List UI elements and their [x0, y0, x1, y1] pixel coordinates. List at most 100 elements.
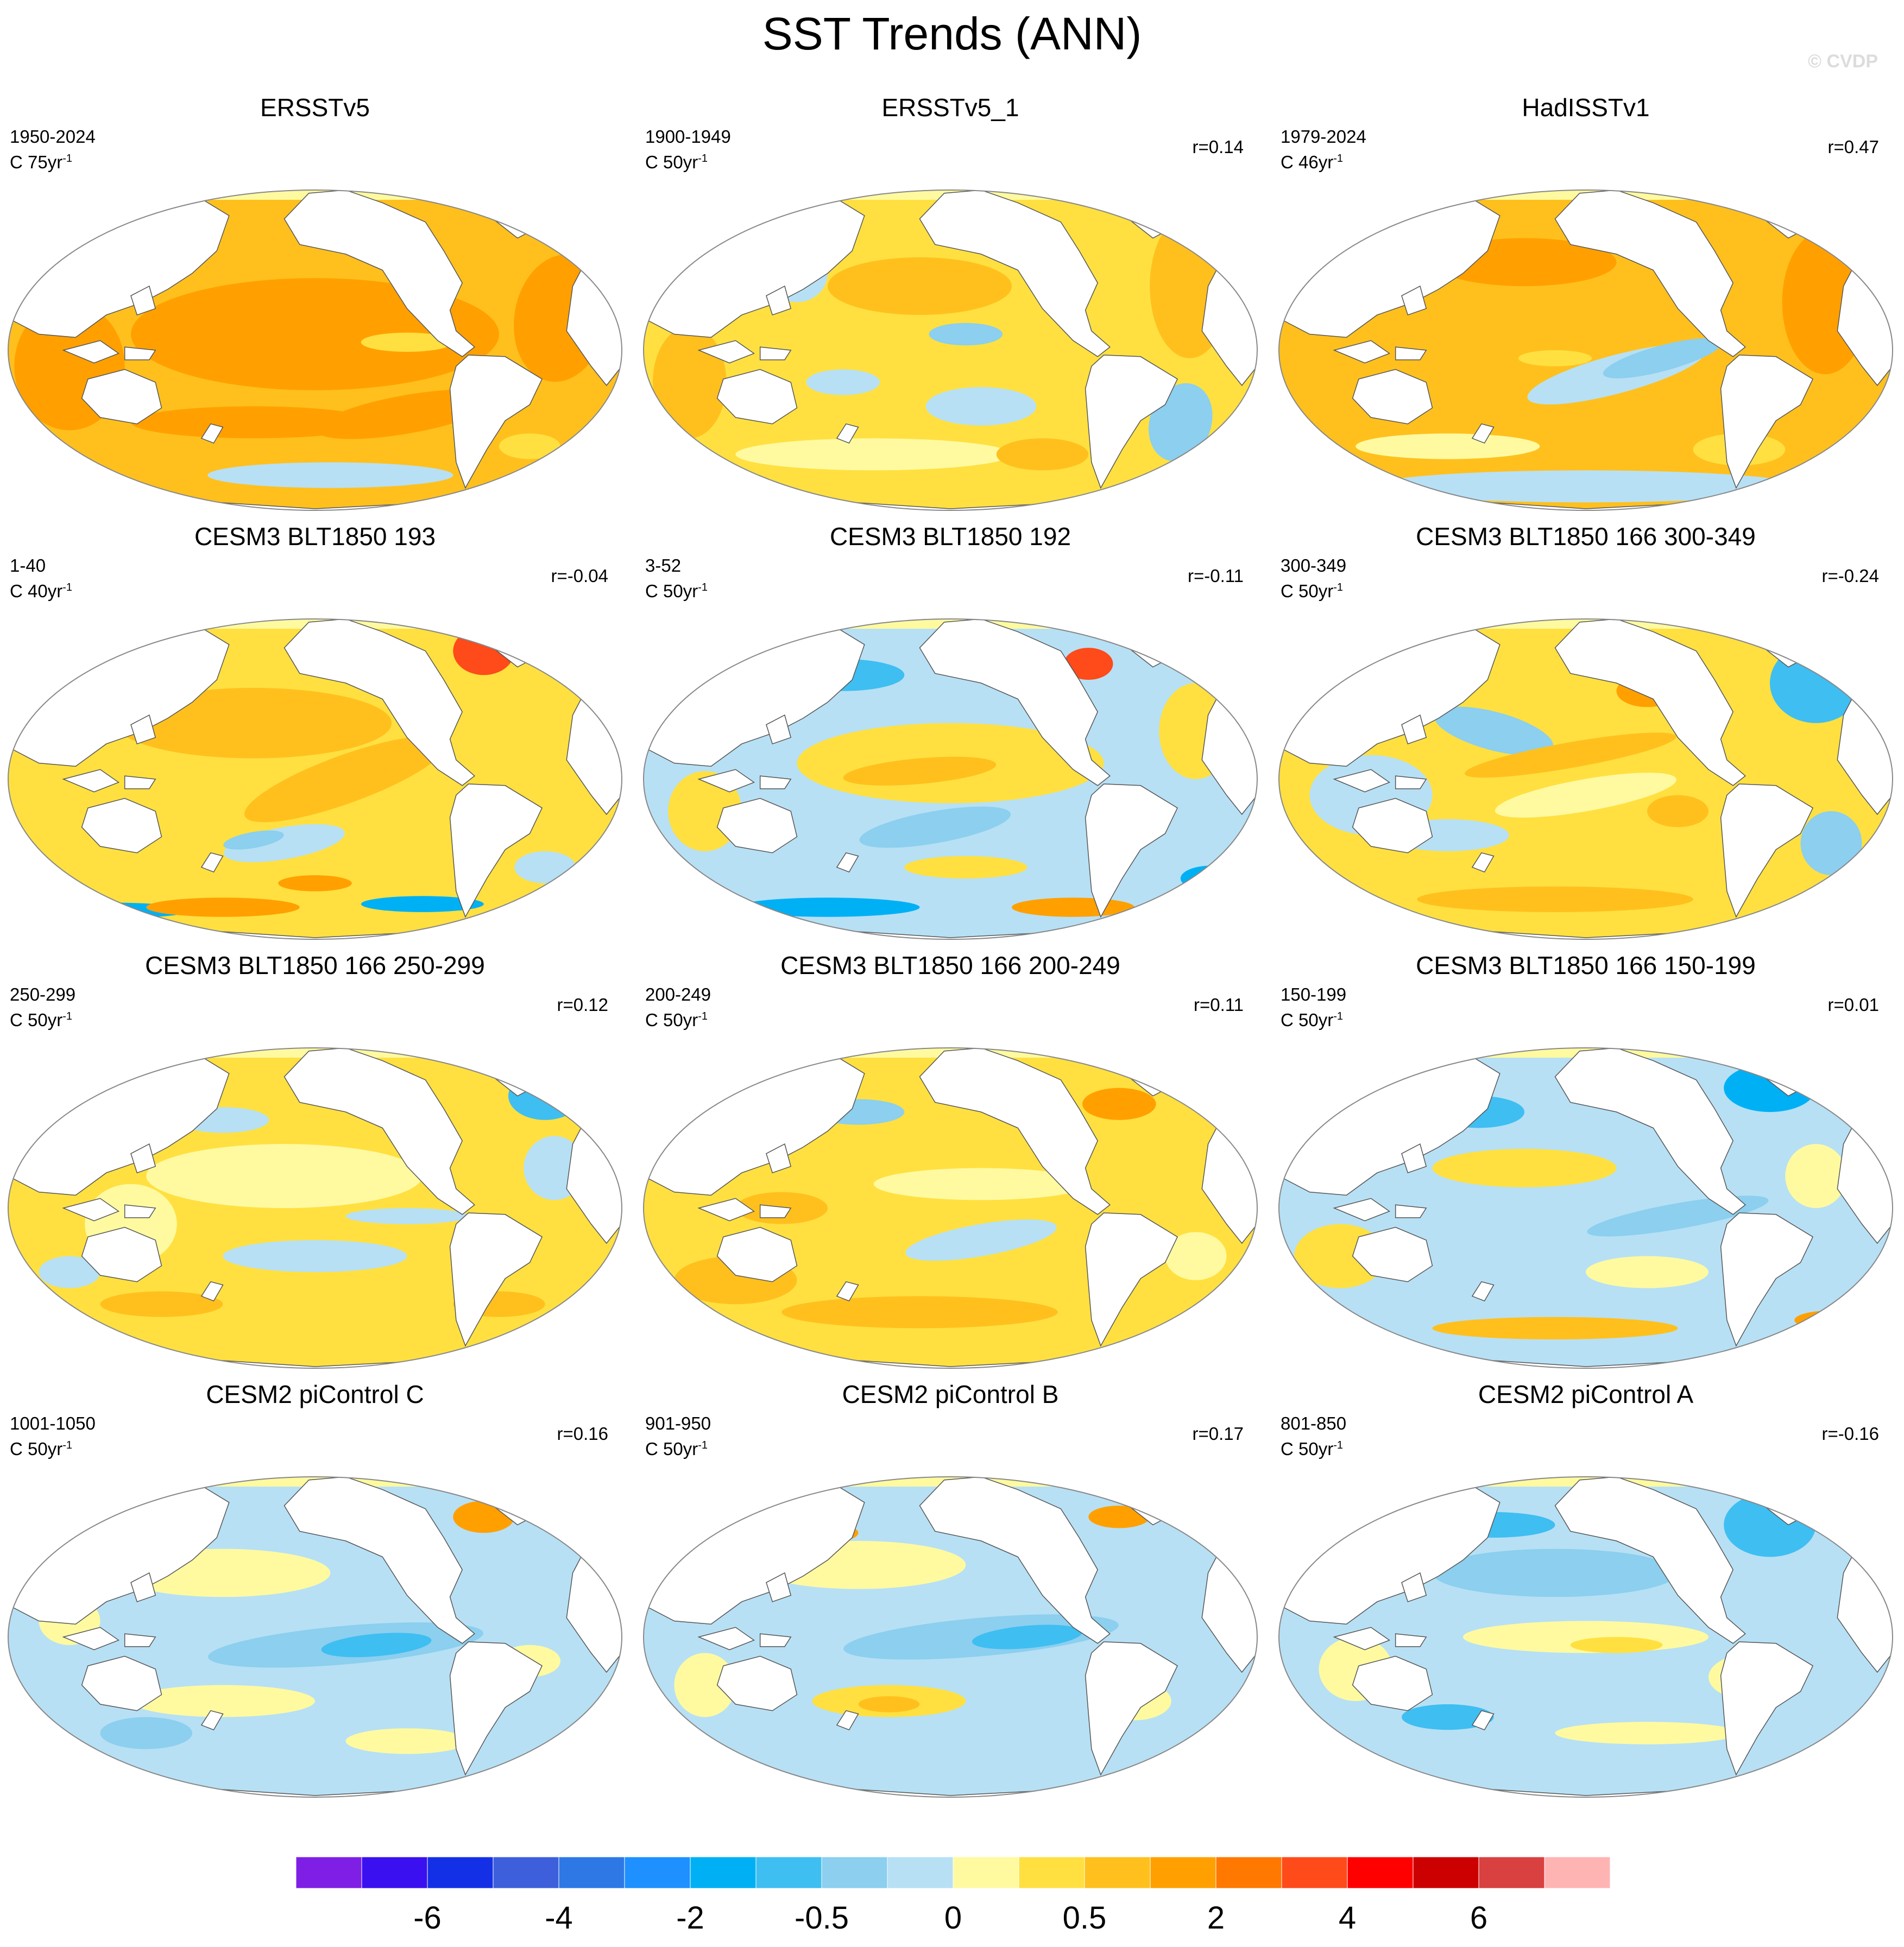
- trend-anomaly-region: [653, 326, 727, 439]
- trend-anomaly-region: [224, 824, 345, 863]
- map-panel: ERSSTv5_1 1900-1949 C 50yr-1 r=0.14: [635, 92, 1265, 516]
- units-exponent: -1: [698, 1439, 708, 1451]
- colorbar-label: 2: [1207, 1900, 1225, 1936]
- pattern-correlation: r=0.47: [1827, 137, 1880, 157]
- panel-period: 3-52: [645, 555, 682, 576]
- land-mask: [836, 1281, 859, 1302]
- land-mask: [1085, 783, 1178, 918]
- land-mask: [1085, 1641, 1178, 1776]
- land-mask: [1471, 423, 1495, 444]
- land-mask: [759, 1633, 792, 1647]
- land-mask: [130, 714, 156, 745]
- trend-anomaly-region: [1432, 1148, 1617, 1187]
- trend-anomaly-region: [1518, 350, 1592, 366]
- panel-title: CESM3 BLT1850 166 250-299: [145, 951, 485, 979]
- units-exponent: -1: [1333, 1439, 1343, 1451]
- trend-anomaly-region: [905, 1219, 1057, 1261]
- trend-anomaly-region: [1088, 1506, 1150, 1528]
- map-boundary: [8, 1476, 622, 1798]
- land-mask: [697, 340, 755, 364]
- pattern-correlation: r=-0.11: [1187, 566, 1244, 586]
- land-mask: [449, 783, 543, 918]
- land-mask: [1471, 1710, 1495, 1731]
- trend-anomaly-region: [361, 896, 484, 912]
- trend-anomaly-region: [207, 462, 453, 488]
- units-base: C 50yr: [645, 1010, 698, 1030]
- panel-title: CESM3 BLT1850 193: [194, 522, 436, 551]
- trend-anomaly-region: [1180, 865, 1242, 892]
- land-mask: [200, 852, 224, 873]
- panel-period: 200-249: [645, 984, 711, 1004]
- units-base: C 50yr: [1281, 581, 1334, 601]
- land-mask: [716, 1655, 798, 1711]
- trend-anomaly-region: [1724, 1064, 1816, 1112]
- land-mask: [1401, 1572, 1427, 1603]
- trend-anomaly-region: [806, 369, 880, 395]
- panel-period: 801-850: [1281, 1413, 1347, 1433]
- trend-anomaly-region: [39, 1256, 100, 1288]
- panel-title: ERSSTv5_1: [881, 93, 1019, 122]
- land-mask: [836, 852, 859, 873]
- map-boundary: [1278, 1476, 1893, 1798]
- trend-anomaly-region: [223, 1240, 407, 1272]
- land-mask: [1471, 852, 1495, 873]
- trend-anomaly-region: [1586, 1256, 1708, 1288]
- map-panel: CESM3 BLT1850 166 300-349 300-349 C 50yr-1…: [1271, 521, 1901, 945]
- land-mask: [200, 1710, 224, 1731]
- units-base: C 50yr: [645, 1439, 698, 1459]
- land-mask: [766, 285, 792, 316]
- land-mask: [697, 769, 755, 793]
- trend-anomaly-region: [1785, 1144, 1847, 1208]
- land-mask: [124, 1633, 156, 1647]
- trend-anomaly-region: [514, 851, 576, 883]
- units-base: C 40yr: [10, 581, 63, 601]
- pattern-correlation: r=0.11: [1193, 995, 1244, 1015]
- land-mask: [1554, 1477, 1746, 1644]
- trend-anomaly-region: [278, 875, 352, 892]
- map-boundary: [1278, 618, 1893, 940]
- land-mask: [759, 1204, 792, 1218]
- land-mask: [200, 1281, 224, 1302]
- land-mask: [1352, 1227, 1433, 1282]
- pattern-correlation: r=0.16: [557, 1424, 609, 1444]
- colorbar-swatch: [558, 1857, 625, 1889]
- land-mask: [1352, 798, 1433, 854]
- map-panel: CESM3 BLT1850 193 1-40 C 40yr-1 r=-0.04: [0, 521, 630, 945]
- trend-anomaly-region: [1647, 795, 1708, 827]
- map-boundary: [643, 1047, 1258, 1369]
- land-mask: [283, 190, 475, 357]
- trend-anomaly-region: [972, 1624, 1082, 1649]
- land-mask: [759, 775, 792, 789]
- map-boundary: [8, 618, 622, 940]
- land-mask: [919, 190, 1111, 357]
- panel-units: C 50yr-1: [1281, 577, 1343, 602]
- panel-units: C 50yr-1: [645, 577, 708, 602]
- map-panel: HadISSTv1 1979-2024 C 46yr-1 r=0.47: [1271, 92, 1901, 516]
- map-boundary: [1278, 189, 1893, 511]
- units-exponent: -1: [1333, 581, 1343, 593]
- sst-trend-map: [8, 618, 622, 940]
- land-mask: [1333, 340, 1390, 364]
- panel-title: CESM2 piControl A: [1478, 1380, 1694, 1408]
- cvdp-watermark: © CVDP: [1808, 51, 1878, 72]
- panel-title: CESM2 piControl B: [842, 1380, 1059, 1408]
- panel-title: CESM3 BLT1850 166 300-349: [1416, 522, 1756, 551]
- land-mask: [1352, 1655, 1433, 1711]
- sst-trend-map: [8, 1476, 622, 1798]
- units-base: C 50yr: [645, 581, 698, 601]
- land-mask: [449, 355, 543, 489]
- trend-anomaly-region: [1064, 648, 1113, 680]
- units-exponent: -1: [698, 153, 708, 165]
- trend-anomaly-region: [321, 1633, 432, 1658]
- trend-anomaly-region: [146, 897, 300, 917]
- trend-anomaly-region: [925, 387, 1037, 426]
- trend-anomaly-region: [131, 1685, 315, 1717]
- land-mask: [716, 369, 798, 425]
- units-base: C 75yr: [10, 152, 63, 172]
- sst-trend-map: [643, 1476, 1258, 1798]
- map-panel: CESM2 piControl B 901-950 C 50yr-1 r=0.17: [635, 1379, 1265, 1803]
- units-exponent: -1: [62, 153, 72, 165]
- trend-anomaly-region: [39, 619, 100, 635]
- trend-anomaly-region: [1555, 1722, 1739, 1744]
- land-mask: [283, 619, 475, 786]
